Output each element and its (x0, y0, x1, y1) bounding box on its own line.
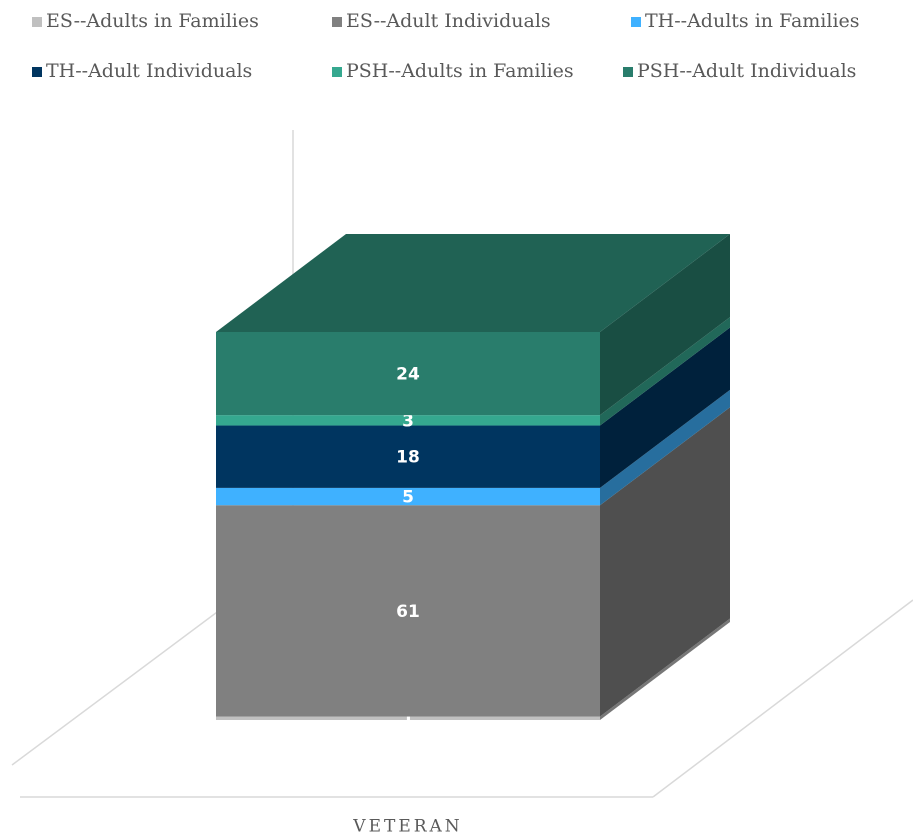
legend-label: TH--Adults in Families (645, 10, 860, 32)
legend-swatch (32, 67, 42, 77)
legend-swatch (332, 17, 342, 27)
data-label: 18 (396, 448, 420, 468)
floor-edge (11, 594, 241, 766)
bar-top (216, 234, 730, 332)
bar-side (600, 407, 730, 717)
legend-label: PSH--Adults in Families (346, 60, 574, 82)
bar-segment (216, 716, 600, 720)
legend-label: TH--Adult Individuals (46, 60, 252, 82)
bar-side (600, 389, 730, 506)
data-label: 1 (402, 709, 414, 729)
data-label: 5 (402, 488, 414, 508)
bar-segment (216, 332, 600, 416)
x-tick-label: VETERAN (352, 817, 462, 835)
bar-side (600, 317, 730, 426)
bar-side (600, 327, 730, 488)
floor-edge (652, 599, 913, 798)
bar-segment (216, 415, 600, 426)
legend-label: ES--Adult Individuals (346, 10, 551, 32)
legend-swatch (623, 67, 633, 77)
legend-swatch (332, 67, 342, 77)
legend-label: PSH--Adult Individuals (637, 60, 856, 82)
legend-swatch (631, 17, 641, 27)
data-label: 3 (402, 411, 414, 431)
bar-side (600, 234, 730, 416)
data-label: 24 (396, 365, 420, 385)
bar-segment (216, 425, 600, 488)
bar-segment (216, 505, 600, 717)
legend-swatch (32, 17, 42, 27)
data-label: 61 (396, 602, 420, 622)
legend-label: ES--Adults in Families (46, 10, 259, 32)
bar-side (600, 618, 730, 720)
bar-segment (216, 487, 600, 506)
